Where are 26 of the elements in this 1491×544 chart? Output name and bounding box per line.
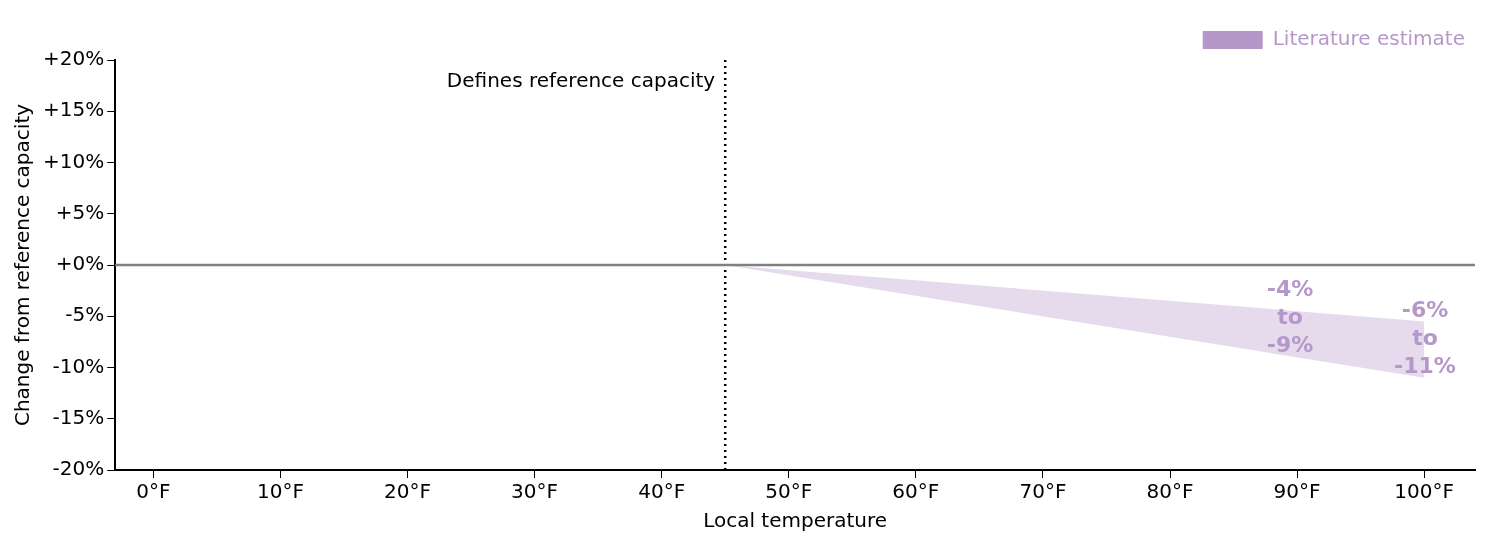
y-tick-label: -20% — [52, 456, 105, 481]
x-tick-label: 0°F — [136, 479, 171, 504]
y-tick-label: -15% — [52, 404, 105, 429]
x-tick-label: 70°F — [1019, 479, 1067, 504]
y-tick-label: -10% — [52, 353, 105, 378]
x-tick-label: 30°F — [511, 479, 559, 504]
y-tick-label: -5% — [65, 302, 105, 327]
x-tick-label: 80°F — [1146, 479, 1194, 504]
legend-label: Literature estimate — [1272, 26, 1465, 51]
x-tick-label: 50°F — [765, 479, 813, 504]
x-tick-label: 40°F — [638, 479, 686, 504]
annotation: -6% to -11% — [1394, 296, 1456, 378]
x-axis-title: Local temperature — [703, 508, 888, 533]
x-tick-label: 60°F — [892, 479, 940, 504]
y-axis-title: Change from reference capacity — [10, 103, 35, 427]
y-tick-label: +20% — [42, 46, 105, 71]
y-tick-label: +15% — [42, 97, 105, 122]
annotation: -4% to -9% — [1266, 276, 1314, 358]
ref-line-label: Defines reference capacity — [446, 68, 716, 93]
x-tick-label: 10°F — [256, 479, 304, 504]
y-tick-label: +5% — [55, 199, 105, 224]
x-tick-label: 20°F — [384, 479, 431, 504]
x-tick-label: 100°F — [1394, 479, 1455, 504]
x-tick-label: 90°F — [1273, 479, 1321, 504]
y-tick-label: +10% — [42, 148, 105, 173]
y-tick-label: +0% — [55, 251, 105, 276]
